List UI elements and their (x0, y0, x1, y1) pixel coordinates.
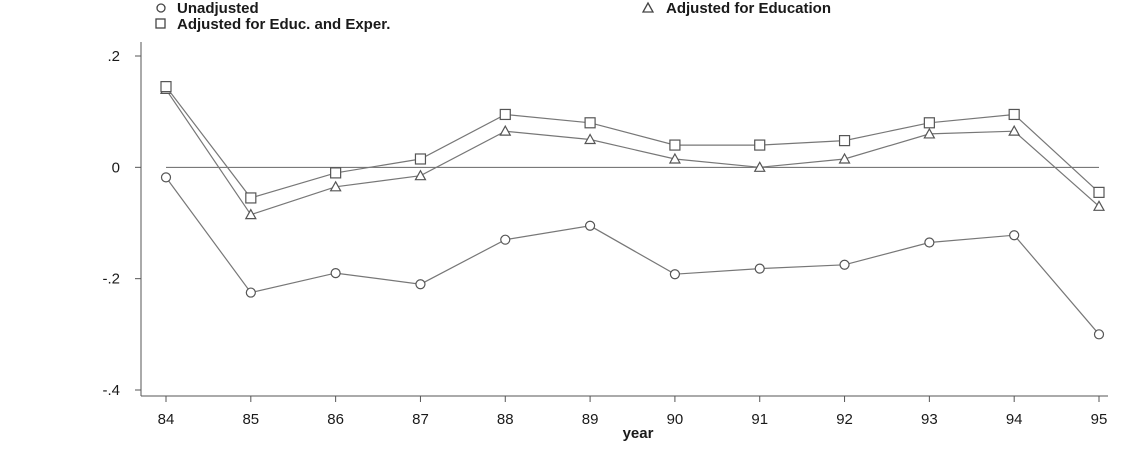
data-point-circle (839, 259, 850, 270)
data-point-square (754, 139, 766, 151)
x-tick-label: 85 (242, 411, 259, 428)
data-point-circle (584, 220, 596, 231)
data-point-circle (245, 287, 256, 298)
series-triangle (159, 83, 1106, 220)
x-tick-label: 84 (158, 411, 175, 428)
x-tick-label: 90 (667, 411, 684, 428)
data-point-circle (669, 269, 681, 280)
x-tick-label: 86 (327, 411, 344, 428)
legend-marker-triangle (641, 1, 655, 13)
data-point-triangle (923, 127, 936, 139)
x-ticks: 84 85 86 87 88 89 90 91 92 93 94 95 (158, 396, 1108, 428)
data-point-square (669, 139, 681, 151)
data-point-square (499, 108, 511, 121)
data-point-circle (330, 268, 341, 279)
legend-label: Unadjusted (177, 0, 259, 17)
legend-entry-unadjusted: Unadjusted (156, 0, 259, 17)
x-tick-label: 95 (1091, 411, 1108, 428)
x-tick-label: 87 (412, 411, 429, 428)
data-point-triangle (584, 133, 597, 145)
x-tick-label: 92 (836, 411, 853, 428)
data-point-square (838, 135, 851, 147)
data-point-triangle (753, 161, 766, 172)
series-square (160, 81, 1105, 204)
x-tick-label: 91 (751, 411, 768, 428)
data-point-triangle (1092, 200, 1106, 211)
data-point-triangle (499, 124, 512, 136)
data-point-square (1008, 108, 1020, 121)
data-point-circle (1009, 230, 1020, 241)
x-axis-title: year (623, 425, 654, 442)
y-tick-label: 0 (112, 159, 120, 176)
axes (140, 42, 1108, 397)
data-point-triangle (838, 152, 851, 164)
data-point-square (584, 117, 596, 129)
y-ticks: .2 0 -.2 -.4 (102, 48, 141, 399)
series-layer (159, 81, 1106, 340)
data-point-circle (1093, 329, 1105, 340)
data-point-triangle (329, 180, 342, 192)
data-point-square (1093, 186, 1105, 198)
x-tick-label: 88 (497, 411, 514, 428)
legend-entry-adjusted-education: Adjusted for Education (641, 0, 831, 17)
x-tick-label: 93 (921, 411, 938, 428)
data-point-circle (415, 279, 426, 290)
legend-marker-circle (156, 3, 166, 13)
data-point-triangle (1008, 124, 1021, 136)
x-tick-label: 94 (1006, 411, 1023, 428)
series-circle (160, 172, 1105, 340)
legend-label: Adjusted for Educ. and Exper. (177, 16, 390, 33)
legend-marker-square (155, 18, 166, 29)
y-tick-label: -.2 (102, 271, 120, 288)
data-point-circle (160, 172, 172, 183)
data-point-circle (500, 234, 511, 245)
data-point-circle (924, 237, 935, 248)
data-point-square (414, 153, 427, 165)
y-tick-label: .2 (107, 48, 120, 65)
y-tick-label: -.4 (102, 382, 120, 399)
data-point-square (245, 192, 257, 204)
data-point-triangle (668, 152, 681, 164)
data-point-square (923, 117, 935, 129)
data-point-triangle (414, 169, 427, 181)
legend: Unadjusted Adjusted for Education Adjust… (155, 0, 831, 33)
data-point-square (160, 81, 172, 93)
data-point-circle (754, 263, 765, 274)
series-line (165, 86, 1100, 199)
legend-label: Adjusted for Education (666, 0, 831, 17)
data-point-triangle (244, 208, 257, 220)
series-line (165, 89, 1100, 216)
series-line (165, 177, 1100, 335)
legend-entry-adjusted-educ-exper: Adjusted for Educ. and Exper. (155, 16, 390, 33)
data-point-square (330, 167, 342, 179)
x-tick-label: 89 (582, 411, 599, 428)
